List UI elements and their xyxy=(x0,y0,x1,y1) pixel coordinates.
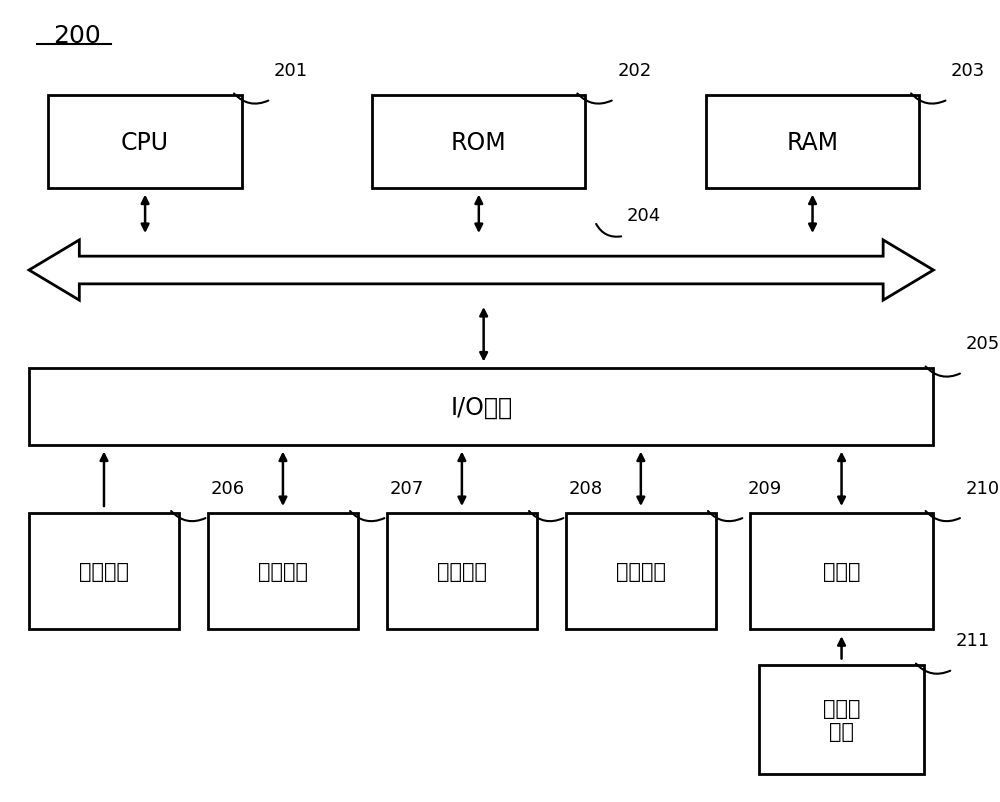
FancyBboxPatch shape xyxy=(566,513,716,630)
Text: 输出部分: 输出部分 xyxy=(258,561,308,581)
Text: 201: 201 xyxy=(274,63,308,80)
FancyBboxPatch shape xyxy=(750,513,933,630)
Text: ROM: ROM xyxy=(451,131,507,154)
Text: I/O接口: I/O接口 xyxy=(450,395,512,419)
Text: 206: 206 xyxy=(211,480,245,497)
Text: 210: 210 xyxy=(965,480,999,497)
FancyBboxPatch shape xyxy=(208,513,358,630)
Text: RAM: RAM xyxy=(787,131,839,154)
FancyBboxPatch shape xyxy=(387,513,537,630)
Text: 208: 208 xyxy=(569,480,603,497)
FancyBboxPatch shape xyxy=(372,96,585,188)
Text: 200: 200 xyxy=(53,24,101,48)
FancyBboxPatch shape xyxy=(29,513,179,630)
Text: 211: 211 xyxy=(956,632,990,650)
FancyBboxPatch shape xyxy=(29,369,933,445)
Text: 204: 204 xyxy=(627,207,661,225)
Text: 203: 203 xyxy=(951,63,985,80)
Text: 驱动器: 驱动器 xyxy=(823,561,860,581)
Text: CPU: CPU xyxy=(121,131,169,154)
Text: 通信部分: 通信部分 xyxy=(616,561,666,581)
FancyBboxPatch shape xyxy=(706,96,919,188)
FancyBboxPatch shape xyxy=(48,96,242,188)
FancyBboxPatch shape xyxy=(759,666,924,774)
Polygon shape xyxy=(29,241,933,301)
Text: 可拆卸
介质: 可拆卸 介质 xyxy=(823,699,860,741)
Text: 202: 202 xyxy=(617,63,651,80)
Text: 储存部分: 储存部分 xyxy=(437,561,487,581)
Text: 205: 205 xyxy=(965,335,1000,353)
Text: 207: 207 xyxy=(390,480,424,497)
Text: 输入部分: 输入部分 xyxy=(79,561,129,581)
Text: 209: 209 xyxy=(748,480,782,497)
